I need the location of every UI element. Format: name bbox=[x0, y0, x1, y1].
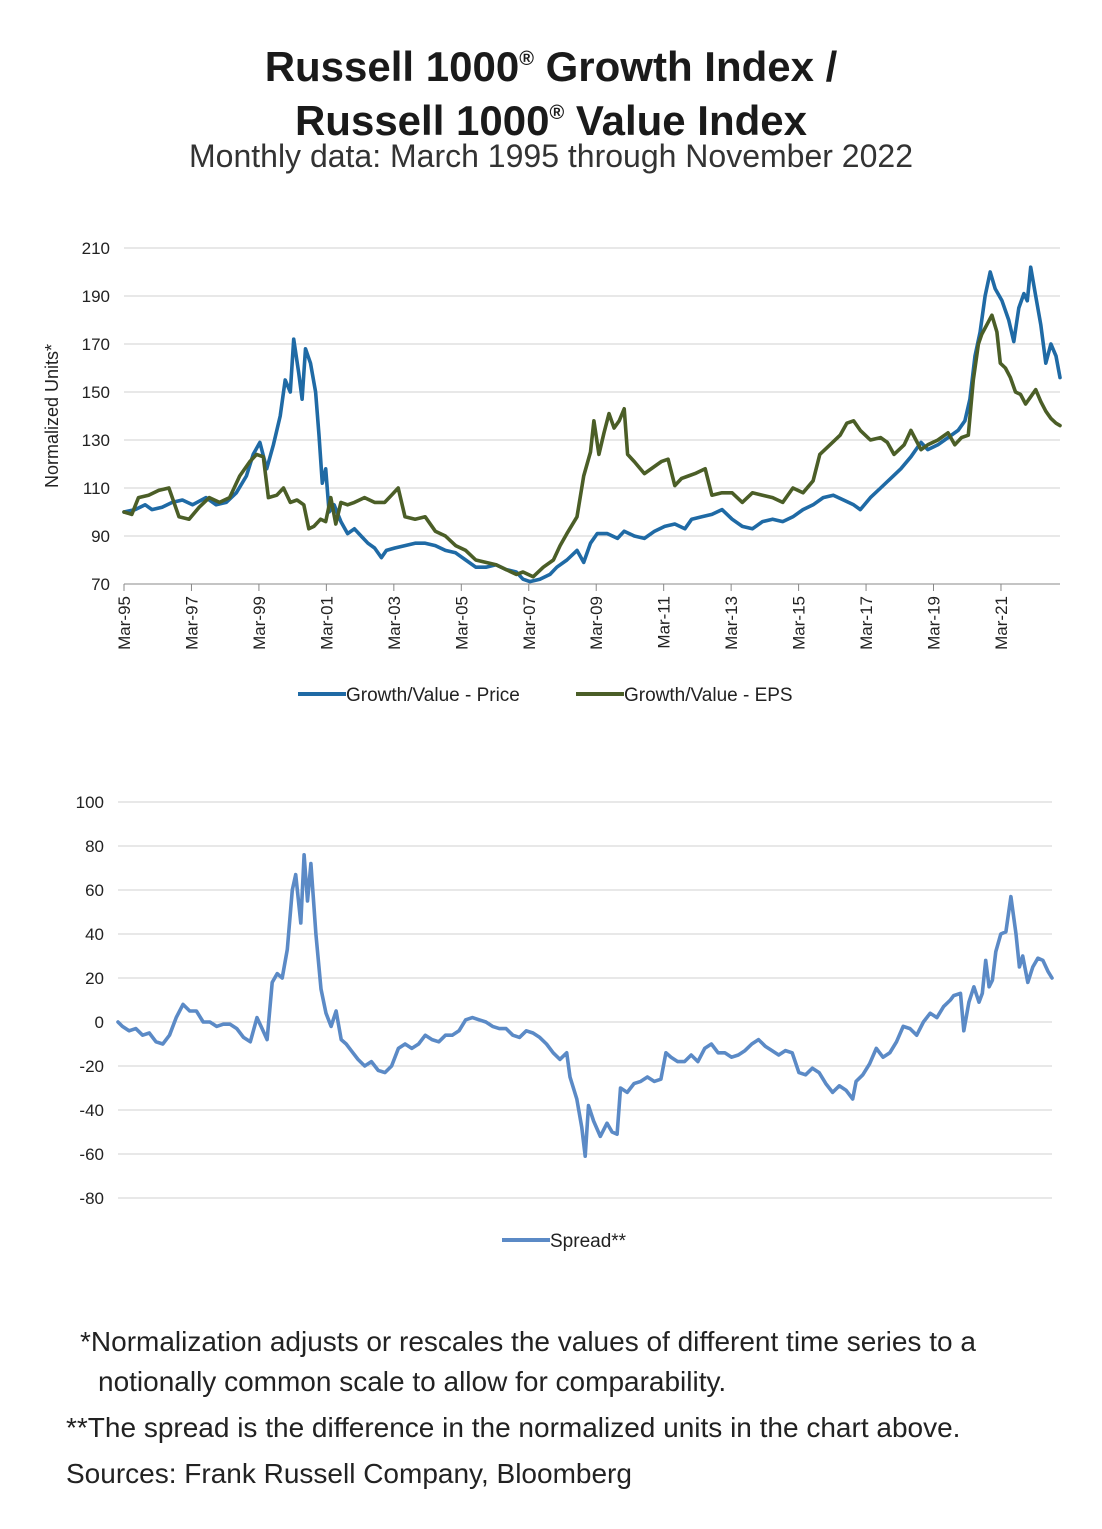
series-line-spread bbox=[116, 853, 1054, 1158]
footnote-normalization-line-1: *Normalization adjusts or rescales the v… bbox=[80, 1326, 976, 1357]
x-tick-label: Mar-01 bbox=[317, 596, 336, 650]
registered-mark-2: ® bbox=[549, 102, 565, 124]
y-tick-label: 190 bbox=[82, 287, 110, 306]
y-tick-label: 60 bbox=[85, 881, 104, 900]
x-tick-label: Mar-09 bbox=[587, 596, 606, 650]
y-tick-label: -40 bbox=[79, 1101, 104, 1120]
footnote-spread: **The spread is the difference in the no… bbox=[66, 1412, 961, 1443]
legend-label-growth-value-eps: Growth/Value - EPS bbox=[624, 685, 793, 706]
x-tick-label: Mar-07 bbox=[520, 596, 539, 650]
footnote-normalization-line-2: notionally common scale to allow for com… bbox=[98, 1366, 727, 1397]
y-tick-label: 100 bbox=[76, 793, 104, 812]
title-line-1: Russell 1000® Growth Index / bbox=[0, 36, 1102, 90]
chart-title: Russell 1000® Growth Index / Russell 100… bbox=[0, 36, 1102, 144]
x-tick-label: Mar-13 bbox=[722, 596, 741, 650]
x-tick-label: Mar-17 bbox=[857, 596, 876, 650]
y-tick-label: 110 bbox=[83, 479, 110, 498]
title-line-1-start: Russell 1000 bbox=[264, 43, 520, 90]
y-tick-label: 90 bbox=[91, 527, 110, 546]
title-line-2-start: Russell 1000 bbox=[294, 97, 550, 144]
x-tick-label: Mar-03 bbox=[385, 596, 404, 650]
title-line-2-end: Value Index bbox=[564, 97, 808, 144]
y-tick-label: -20 bbox=[79, 1057, 104, 1076]
legend-label-spread: Spread** bbox=[550, 1231, 627, 1252]
y-tick-label: 40 bbox=[85, 925, 104, 944]
registered-mark-1: ® bbox=[519, 48, 534, 70]
title-line-1-end: Growth Index / bbox=[533, 43, 838, 90]
x-tick-label: Mar-05 bbox=[452, 596, 471, 650]
price-eps-chart: 70 90 110 130 150 170 190 210 Mar-95 Mar-97 Mar-99… bbox=[42, 239, 1062, 706]
title-line-2: Russell 1000® Value Index bbox=[0, 90, 1102, 144]
spread-chart: -80 -60 -40 -20 0 20 40 60 80 100 Spread** bbox=[76, 793, 1054, 1252]
y-tick-label: 70 bbox=[91, 575, 110, 594]
series-line-growth-value-eps bbox=[122, 313, 1062, 579]
footnote-normalization: *Normalization adjusts or rescales the v… bbox=[80, 1322, 976, 1402]
y-tick-label: 170 bbox=[82, 335, 110, 354]
y-tick-label: 0 bbox=[95, 1013, 104, 1032]
y-tick-label: 210 bbox=[82, 239, 110, 258]
y-tick-label: 130 bbox=[82, 431, 110, 450]
y-tick-label: 80 bbox=[85, 837, 104, 856]
footnote-sources: Sources: Frank Russell Company, Bloomber… bbox=[66, 1458, 632, 1489]
y-tick-label: -80 bbox=[79, 1189, 104, 1208]
x-tick-label: Mar-11 bbox=[655, 596, 674, 649]
chart-subtitle: Monthly data: March 1995 through Novembe… bbox=[189, 138, 913, 174]
legend-label-growth-value-price: Growth/Value - Price bbox=[346, 685, 520, 706]
y-tick-label: 150 bbox=[82, 383, 110, 402]
y-axis-title: Normalized Units* bbox=[42, 344, 62, 488]
x-tick-label: Mar-15 bbox=[790, 596, 809, 650]
y-tick-label: -60 bbox=[79, 1145, 104, 1164]
x-tick-label: Mar-95 bbox=[115, 596, 134, 650]
y-tick-label: 20 bbox=[85, 969, 104, 988]
series-line-growth-value-price bbox=[122, 265, 1062, 584]
x-tick-label: Mar-97 bbox=[182, 596, 201, 650]
x-tick-label: Mar-19 bbox=[925, 596, 944, 650]
x-tick-label: Mar-21 bbox=[992, 596, 1011, 650]
x-tick-label: Mar-99 bbox=[250, 596, 269, 650]
